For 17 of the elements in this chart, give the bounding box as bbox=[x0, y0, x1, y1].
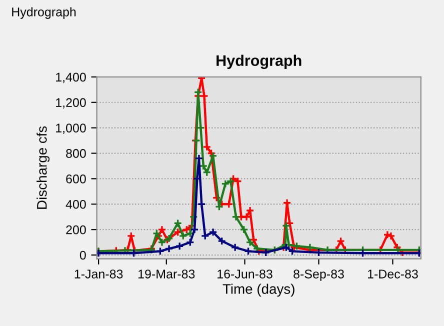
x-tick-label: 1-Jan-83 bbox=[74, 270, 123, 278]
y-tick-label: 400 bbox=[66, 200, 86, 209]
y-tick-label: 200 bbox=[66, 225, 86, 234]
y-tick-label: 0 bbox=[80, 250, 86, 260]
y-tick-label: 800 bbox=[66, 149, 86, 158]
x-tick-label: 16-Jun-83 bbox=[218, 270, 272, 278]
y-axis-title: Discharge cfs bbox=[36, 126, 50, 209]
y-tick-label: 600 bbox=[66, 174, 86, 184]
y-tick-label: 1,200 bbox=[56, 98, 86, 109]
x-axis-title: Time (days) bbox=[222, 284, 294, 297]
x-tick-label: 1-Dec-83 bbox=[368, 270, 418, 278]
text: Hydrograph bbox=[12, 7, 76, 19]
x-tick-label: 8-Sep-83 bbox=[294, 270, 344, 281]
x-tick-label: 19-Mar-83 bbox=[138, 270, 195, 278]
chart-title: Hydrograph bbox=[216, 54, 302, 70]
y-tick-label: 1,000 bbox=[56, 124, 86, 134]
y-tick-label: 1,400 bbox=[56, 72, 86, 84]
